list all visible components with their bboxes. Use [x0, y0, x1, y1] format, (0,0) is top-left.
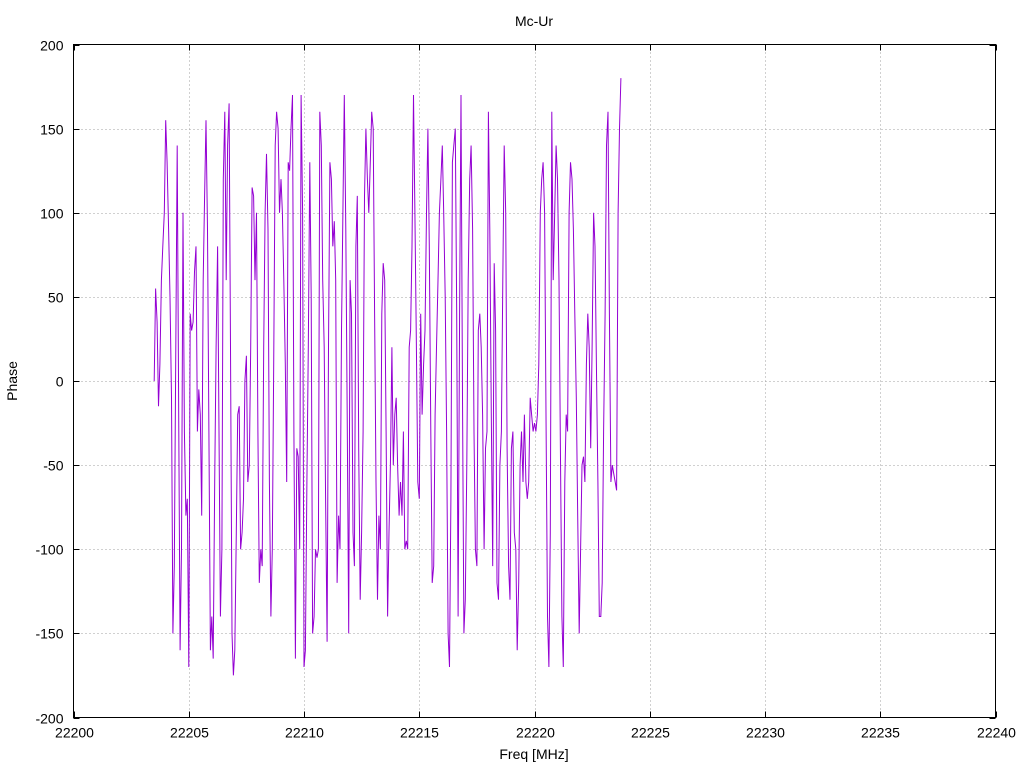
x-tick-label: 22205 [170, 725, 209, 741]
x-tick-label: 22240 [977, 725, 1016, 741]
y-tick-label: 150 [40, 122, 64, 138]
tick-labels: 22200 22205 22210 22215 22220 22225 22230 22235… [35, 38, 1016, 741]
y-tick-label: -50 [43, 458, 63, 474]
x-tick-label: 22230 [746, 725, 785, 741]
x-tick-label: 22215 [400, 725, 439, 741]
y-tick-label: 50 [48, 290, 64, 306]
x-tick-label: 22225 [631, 725, 670, 741]
x-tick-label: 22235 [861, 725, 900, 741]
y-tick-label: 0 [56, 374, 64, 390]
plot-frame [73, 44, 996, 718]
y-tick-label: 100 [40, 206, 64, 222]
axis-ticks [73, 44, 997, 719]
x-tick-label: 22210 [285, 725, 324, 741]
x-tick-label: 22200 [55, 725, 94, 741]
grid-lines [73, 44, 996, 718]
series-line [153, 78, 622, 676]
y-tick-label: -200 [35, 711, 63, 727]
x-tick-label: 22220 [516, 725, 555, 741]
y-tick-label: -150 [35, 626, 63, 642]
y-tick-label: -100 [35, 542, 63, 558]
y-tick-label: 200 [40, 38, 64, 54]
x-axis-label: Freq [MHz] [499, 746, 568, 762]
y-axis-label: Phase [4, 361, 20, 401]
chart-title: Mc-Ur [515, 13, 553, 29]
